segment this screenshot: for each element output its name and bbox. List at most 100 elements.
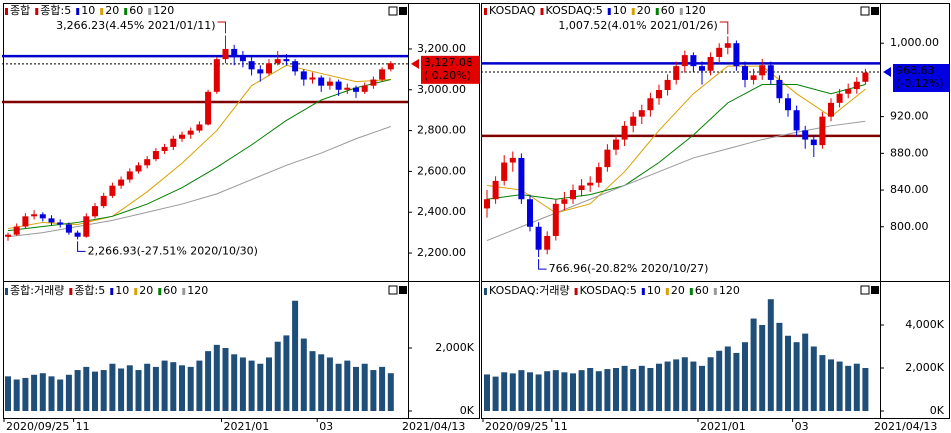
legend-label: 20 — [637, 4, 651, 17]
candle-body — [283, 59, 290, 62]
legend-swatch — [158, 288, 162, 295]
volume-bar — [179, 365, 185, 411]
legend-label: KOSDAQ:5 — [580, 284, 637, 297]
candle-body — [213, 59, 220, 92]
candle-body — [776, 79, 783, 99]
moving-average — [7, 64, 391, 230]
legend-swatch — [5, 8, 8, 15]
y-tick-label: 1,000.00 — [890, 36, 939, 49]
volume-bar — [492, 376, 499, 411]
window-buttons[interactable] — [388, 6, 879, 295]
candle-body — [292, 61, 299, 72]
legend-swatch — [540, 8, 544, 15]
candle-body — [484, 199, 490, 209]
volume-bar — [484, 374, 490, 411]
candle-body — [733, 43, 740, 67]
volume-bar — [65, 374, 72, 411]
volume-bar — [750, 318, 757, 411]
candle-body — [810, 139, 817, 146]
candle-body — [22, 216, 29, 227]
right-frame — [481, 3, 950, 419]
legend-label: 종합:거래량 — [10, 284, 64, 297]
last-price-marker — [883, 66, 891, 77]
volume-bar — [552, 370, 559, 411]
candle-body — [187, 130, 194, 135]
volume-bar — [509, 373, 516, 411]
candle-body — [326, 81, 333, 86]
candle-body — [750, 75, 757, 80]
volume-bar — [205, 351, 212, 411]
candle-body — [335, 81, 342, 90]
volume-bar — [239, 357, 246, 411]
volume-bar — [222, 348, 229, 411]
legend-label: KOSDAQ — [489, 4, 536, 17]
volume-bar — [5, 376, 11, 411]
legend-label: 10 — [81, 4, 95, 17]
volume-bar — [742, 342, 748, 411]
volume-bar — [613, 367, 619, 411]
volume-bar — [309, 351, 316, 411]
legend-label: 120 — [187, 284, 208, 297]
candle-body — [492, 180, 499, 200]
legend-swatch — [641, 288, 645, 295]
legend-label: 120 — [719, 284, 740, 297]
candle-body — [690, 55, 697, 67]
legend-swatch — [69, 288, 73, 295]
candle-body — [31, 214, 38, 217]
candle-body — [681, 55, 688, 67]
candle-body — [552, 203, 559, 236]
legend-swatch — [655, 8, 659, 15]
volume-bar — [13, 379, 20, 411]
volume-bar — [57, 379, 64, 411]
moving-average — [486, 65, 866, 214]
y-tick-label: 880.00 — [890, 146, 929, 159]
candle-body — [716, 47, 723, 57]
legend-swatch — [665, 288, 669, 295]
candle-body — [501, 162, 508, 181]
candle-body — [379, 69, 386, 80]
candle-body — [222, 48, 229, 60]
y-tick-label: 3,200.00 — [417, 42, 466, 55]
candle-body — [509, 157, 516, 163]
candle-body — [152, 151, 159, 160]
candle-body — [231, 48, 238, 58]
candle-body — [828, 102, 834, 117]
volume-bar — [292, 300, 299, 411]
volume-bar — [785, 335, 791, 411]
volume-bar — [387, 373, 394, 411]
volume-bar — [845, 365, 852, 411]
legend-label: 60 — [695, 284, 709, 297]
candle-body — [266, 63, 272, 74]
x-tick-label: 03 — [319, 420, 333, 433]
candle-body — [853, 81, 860, 90]
volume-bar — [759, 324, 766, 411]
volume-bar — [248, 360, 255, 411]
x-end-label: 2021/04/13 — [874, 420, 937, 433]
volume-bar — [595, 371, 602, 411]
volume-bar — [828, 359, 834, 411]
volume-tick-label: 0K — [460, 404, 475, 417]
candle-body — [100, 195, 107, 207]
candle-body — [759, 65, 766, 76]
volume-bar — [767, 299, 774, 411]
annotation: 3,266.23(4.45% 2021/01/11) — [56, 19, 215, 32]
last-change-label: ( 0.20%) — [424, 69, 471, 82]
legend-label: 20 — [139, 284, 153, 297]
legend-label: 60 — [129, 4, 143, 17]
volume-bar — [544, 371, 551, 411]
volume-bar — [535, 374, 542, 411]
candle-body — [309, 77, 316, 80]
volume-bar — [135, 370, 142, 411]
volume-bar — [344, 360, 351, 411]
volume-bar — [83, 366, 90, 411]
legend-swatch — [124, 8, 128, 15]
candle-body — [170, 138, 177, 147]
volume-tick-label: 2,000K — [435, 341, 474, 354]
annotation-arrow — [217, 21, 226, 34]
candle-body — [802, 130, 809, 140]
candle-body — [621, 125, 628, 140]
candle-body — [248, 61, 255, 70]
candle-body — [144, 159, 151, 166]
volume-bar — [673, 359, 680, 411]
volume-bar — [527, 372, 533, 411]
